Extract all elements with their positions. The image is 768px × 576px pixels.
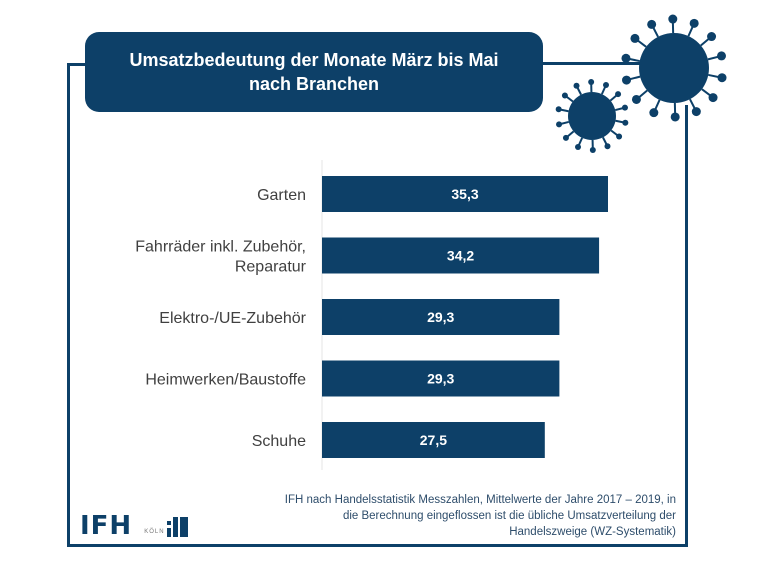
frame-border-top-left [67,63,87,66]
bar [322,360,560,397]
ifh-logo: IFH KÖLN [80,511,189,541]
bar-value-label: 29,3 [427,371,454,387]
logo-mark-icon [166,517,188,537]
category-label: Garten [257,187,306,204]
bar-value-label: 29,3 [427,309,454,325]
bar [322,422,545,458]
logo-brand: IFH [80,511,133,541]
bar-value-label: 27,5 [420,432,447,448]
bar-value-label: 34,2 [447,248,474,264]
category-label: Fahrräder inkl. Zubehör, [135,239,306,256]
frame-border-right [685,105,688,547]
title-banner: Umsatzbedeutung der Monate März bis Mai … [85,32,543,112]
bar-value-label: 35,3 [451,186,478,202]
logo-city: KÖLN [144,529,165,535]
bar [322,176,608,212]
frame-border-left [67,63,70,547]
category-label: Heimwerken/Baustoffe [145,372,306,389]
source-line: Handelszweige (WZ-Systematik) [509,526,676,538]
category-label: Schuhe [252,433,306,450]
source-note: IFH nach Handelsstatistik Messzahlen, Mi… [236,492,676,540]
bar [322,299,560,335]
bar [322,237,600,274]
chart-title: Umsatzbedeutung der Monate März bis Mai … [129,50,499,94]
source-line: die Berechnung eingeflossen ist die übli… [342,510,676,522]
frame-border-bottom [67,544,688,547]
source-line: IFH nach Handelsstatistik Messzahlen, Mi… [284,494,676,506]
virus-large-icon [621,14,727,122]
category-label: Elektro-/UE-Zubehör [159,310,306,327]
frame-border-top-right [540,62,640,65]
virus-small-icon [555,79,629,153]
category-label: Reparatur [235,259,307,276]
